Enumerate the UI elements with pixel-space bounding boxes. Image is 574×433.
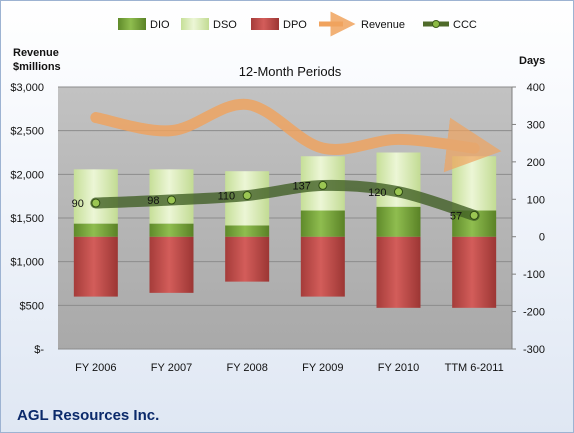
legend-label-dso: DSO [213, 19, 237, 31]
legend-swatch-dso [181, 18, 209, 30]
category-label: FY 2009 [302, 362, 343, 374]
ccc-point [242, 191, 252, 201]
left-tick-label: $2,500 [10, 126, 44, 138]
right-tick-label: 300 [527, 119, 545, 131]
ccc-data-label: 137 [292, 180, 310, 192]
dio-bar [149, 223, 194, 237]
legend-item-ccc: CCC [423, 19, 477, 31]
ccc-data-label: 90 [72, 198, 84, 210]
left-tick-label: $1,500 [10, 213, 44, 225]
left-axis-title-line1: Revenue [13, 47, 59, 59]
category-label: TTM 6-2011 [445, 362, 504, 374]
revenue-series [90, 98, 502, 173]
ccc-data-label: 120 [368, 187, 386, 199]
legend-label-ccc: CCC [453, 19, 477, 31]
dpo-bar [73, 236, 118, 297]
right-tick-label: 400 [527, 82, 545, 94]
legend-item-dso: DSO [181, 18, 237, 31]
dpo-bar [452, 236, 497, 308]
ccc-data-label: 110 [218, 191, 236, 203]
left-axis-title-line2: $millions [13, 61, 61, 73]
dio-bar [376, 206, 421, 237]
left-tick-label: $1,000 [10, 257, 44, 269]
ccc-point [318, 180, 328, 190]
dio-bar [300, 210, 345, 237]
ccc-line [90, 179, 480, 221]
legend-label-dio: DIO [150, 19, 170, 31]
legend-swatch-dio [118, 18, 146, 30]
ccc-series [90, 179, 480, 221]
ccc-data-label: 57 [450, 210, 462, 222]
dio-bar [73, 223, 118, 237]
right-axis: -300 -200 -100 0 100 200 300 400 [511, 82, 545, 356]
left-tick-label: $500 [20, 300, 44, 312]
dpo-bar [376, 236, 421, 308]
legend-label-dpo: DPO [283, 19, 307, 31]
legend: DIO DSO DPO Revenue CCC [118, 11, 477, 37]
dso-bar [452, 156, 497, 211]
legend-item-dio: DIO [118, 18, 170, 31]
right-tick-label: 100 [527, 194, 545, 206]
legend-marker-ccc [432, 20, 440, 28]
right-tick-label: -100 [523, 269, 545, 281]
ccc-data-labels: 90 98 110 137 120 57 [72, 180, 463, 222]
right-axis-title: Days [519, 55, 545, 67]
left-tick-label: $- [34, 344, 44, 356]
category-label: FY 2008 [226, 362, 267, 374]
right-tick-label: -200 [523, 307, 545, 319]
dpo-bar [225, 236, 270, 282]
bars [73, 152, 497, 308]
category-axis: FY 2006 FY 2007 FY 2008 FY 2009 FY 2010 TTM 6… [75, 362, 504, 374]
left-tick-label: $2,000 [10, 169, 44, 181]
right-tick-label: 0 [539, 232, 545, 244]
category-label: FY 2010 [378, 362, 419, 374]
left-axis: $- $500 $1,000 $1,500 $2,000 $2,500 $3,000 [10, 82, 44, 356]
right-tick-label: -300 [523, 344, 545, 356]
legend-item-dpo: DPO [251, 18, 307, 31]
legend-label-revenue: Revenue [361, 19, 405, 31]
company-name: AGL Resources Inc. [17, 407, 159, 424]
dio-bar [225, 225, 270, 237]
legend-swatch-dpo [251, 18, 279, 30]
legend-item-revenue: Revenue [319, 11, 405, 37]
ccc-point [469, 210, 479, 220]
dpo-bar [149, 236, 194, 293]
left-tick-label: $3,000 [10, 82, 44, 94]
dso-bar [73, 169, 118, 224]
ccc-point [91, 198, 101, 208]
right-tick-label: 200 [527, 157, 545, 169]
category-label: FY 2007 [151, 362, 192, 374]
chart-title: 12-Month Periods [239, 64, 342, 79]
dpo-bar [300, 236, 345, 297]
ccc-point [167, 195, 176, 205]
revenue-line [90, 98, 502, 173]
category-label: FY 2006 [75, 362, 116, 374]
ccc-data-label: 98 [147, 195, 159, 207]
ccc-point [394, 187, 403, 197]
